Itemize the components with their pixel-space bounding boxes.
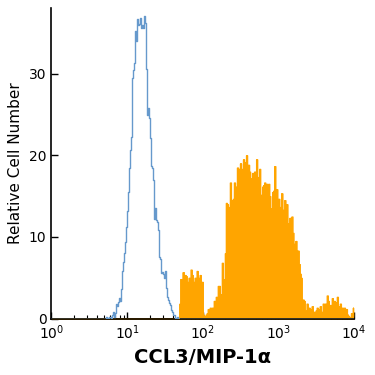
X-axis label: CCL3/MIP-1α: CCL3/MIP-1α	[134, 348, 271, 367]
Y-axis label: Relative Cell Number: Relative Cell Number	[8, 82, 23, 245]
